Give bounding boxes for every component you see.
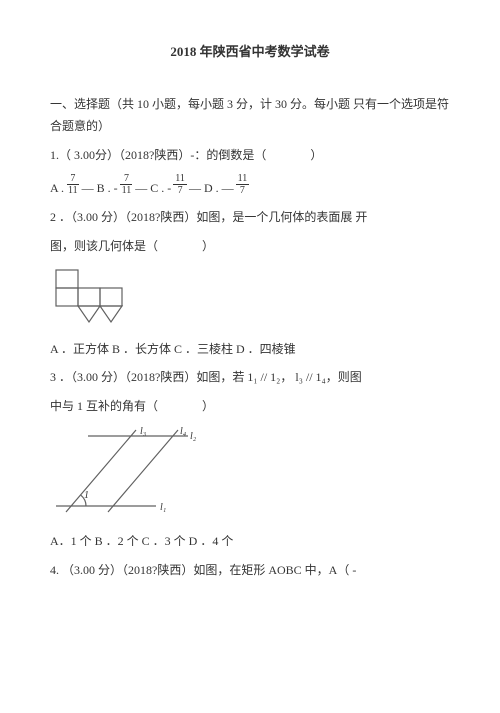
q1-options: A . 711 — B . - 711 — C . - 117 — D . — … [50,173,450,196]
svg-text:l₃: l₃ [140,426,147,437]
exam-title: 2018 年陕西省中考数学试卷 [50,40,450,65]
q1-opt-a-label: A . [50,177,64,200]
q1-opt-d-label: — D . — [189,177,234,200]
q1-opt-c-frac: 117 [173,173,187,196]
q2-net-svg [50,264,142,328]
q1-opt-a-frac: 711 [66,173,80,196]
q2-options: A ．正方体 B ．长方体 C ．三棱柱 D ．四棱锥 [50,338,450,361]
q2-line1: 2 ．（3.00 分）（2018?陕西）如图，是一个几何体的表面展 开 [50,206,450,229]
q1-stem-a: 1.（ 3.00分）（2018?陕西）-：的倒数是（ [50,148,266,162]
q2-net-figure [50,264,450,328]
svg-text:l₄: l₄ [180,426,187,437]
q2-line2a: 图，则该几何体是（ [50,239,158,253]
svg-text:l₂: l₂ [190,431,197,442]
q1-opt-d-frac: 117 [236,173,250,196]
q1-d-num: 11 [236,173,250,185]
q3-line2b: ） [202,399,214,413]
q3-lines-svg: l₁ l₂ l₃ l₄ 1 [50,424,200,520]
svg-text:l₁: l₁ [160,502,166,513]
q1-c-den: 7 [176,185,185,196]
q1-stem: 1.（ 3.00分）（2018?陕西）-：的倒数是（ ） [50,144,450,167]
q4-line: 4. （3.00 分）（2018?陕西）如图，在矩形 AOBC 中，A（ - [50,559,450,582]
q1-c-num: 11 [173,173,187,185]
q1-opt-b-frac: 711 [120,173,134,196]
q3-options: A．1 个 B ．2 个 C ．3 个 D ．4 个 [50,530,450,553]
q1-opt-c-label: — C . - [135,177,171,200]
q3-line1: 3 ．（3.00 分）（2018?陕西）如图，若 1₁ // 1₂， l₃ //… [50,366,450,389]
svg-text:1: 1 [84,490,89,501]
q2-line2: 图，则该几何体是（ ） [50,235,450,258]
q1-stem-b: ） [310,148,322,162]
q3-lines-figure: l₁ l₂ l₃ l₄ 1 [50,424,450,520]
q1-a-num: 7 [67,173,79,185]
section-heading: 一、选择题（共 10 小题，每小题 3 分，计 30 分。每小题 只有一个选项是… [50,93,450,139]
q3-line2a: 中与 1 互补的角有（ [50,399,158,413]
q1-opt-b-label: — B . - [82,177,118,200]
q2-line2b: ） [202,239,214,253]
q3-line2: 中与 1 互补的角有（ ） [50,395,450,418]
q1-a-den: 11 [66,185,80,196]
q1-d-den: 7 [238,185,247,196]
q1-b-den: 11 [120,185,134,196]
q1-b-num: 7 [120,173,132,185]
